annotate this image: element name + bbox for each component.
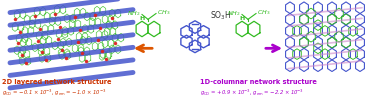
Text: 2D layered network structure: 2D layered network structure bbox=[2, 79, 112, 85]
Text: H: H bbox=[140, 16, 145, 21]
Text: $NH_2$: $NH_2$ bbox=[127, 9, 141, 18]
Text: $NH_2$: $NH_2$ bbox=[227, 9, 241, 18]
Text: SO$_3$H: SO$_3$H bbox=[210, 9, 232, 22]
Text: $g_{\rm CD}$ = $-$0.1 $\times$ 10$^{-3}$, $g_{\rm em}$ = $-$1.0 $\times$ 10$^{-3: $g_{\rm CD}$ = $-$0.1 $\times$ 10$^{-3}$… bbox=[2, 88, 106, 98]
Text: 1D-columnar network structure: 1D-columnar network structure bbox=[200, 79, 317, 85]
Text: $g_{\rm CD}$ = $+$0.9 $\times$ 10$^{-3}$, $g_{\rm em}$ = $-$2.2 $\times$ 10$^{-3: $g_{\rm CD}$ = $+$0.9 $\times$ 10$^{-3}$… bbox=[200, 88, 304, 98]
Text: $CH_3$: $CH_3$ bbox=[157, 8, 170, 17]
Text: $CH_3$: $CH_3$ bbox=[257, 8, 270, 17]
Text: H: H bbox=[240, 16, 245, 21]
